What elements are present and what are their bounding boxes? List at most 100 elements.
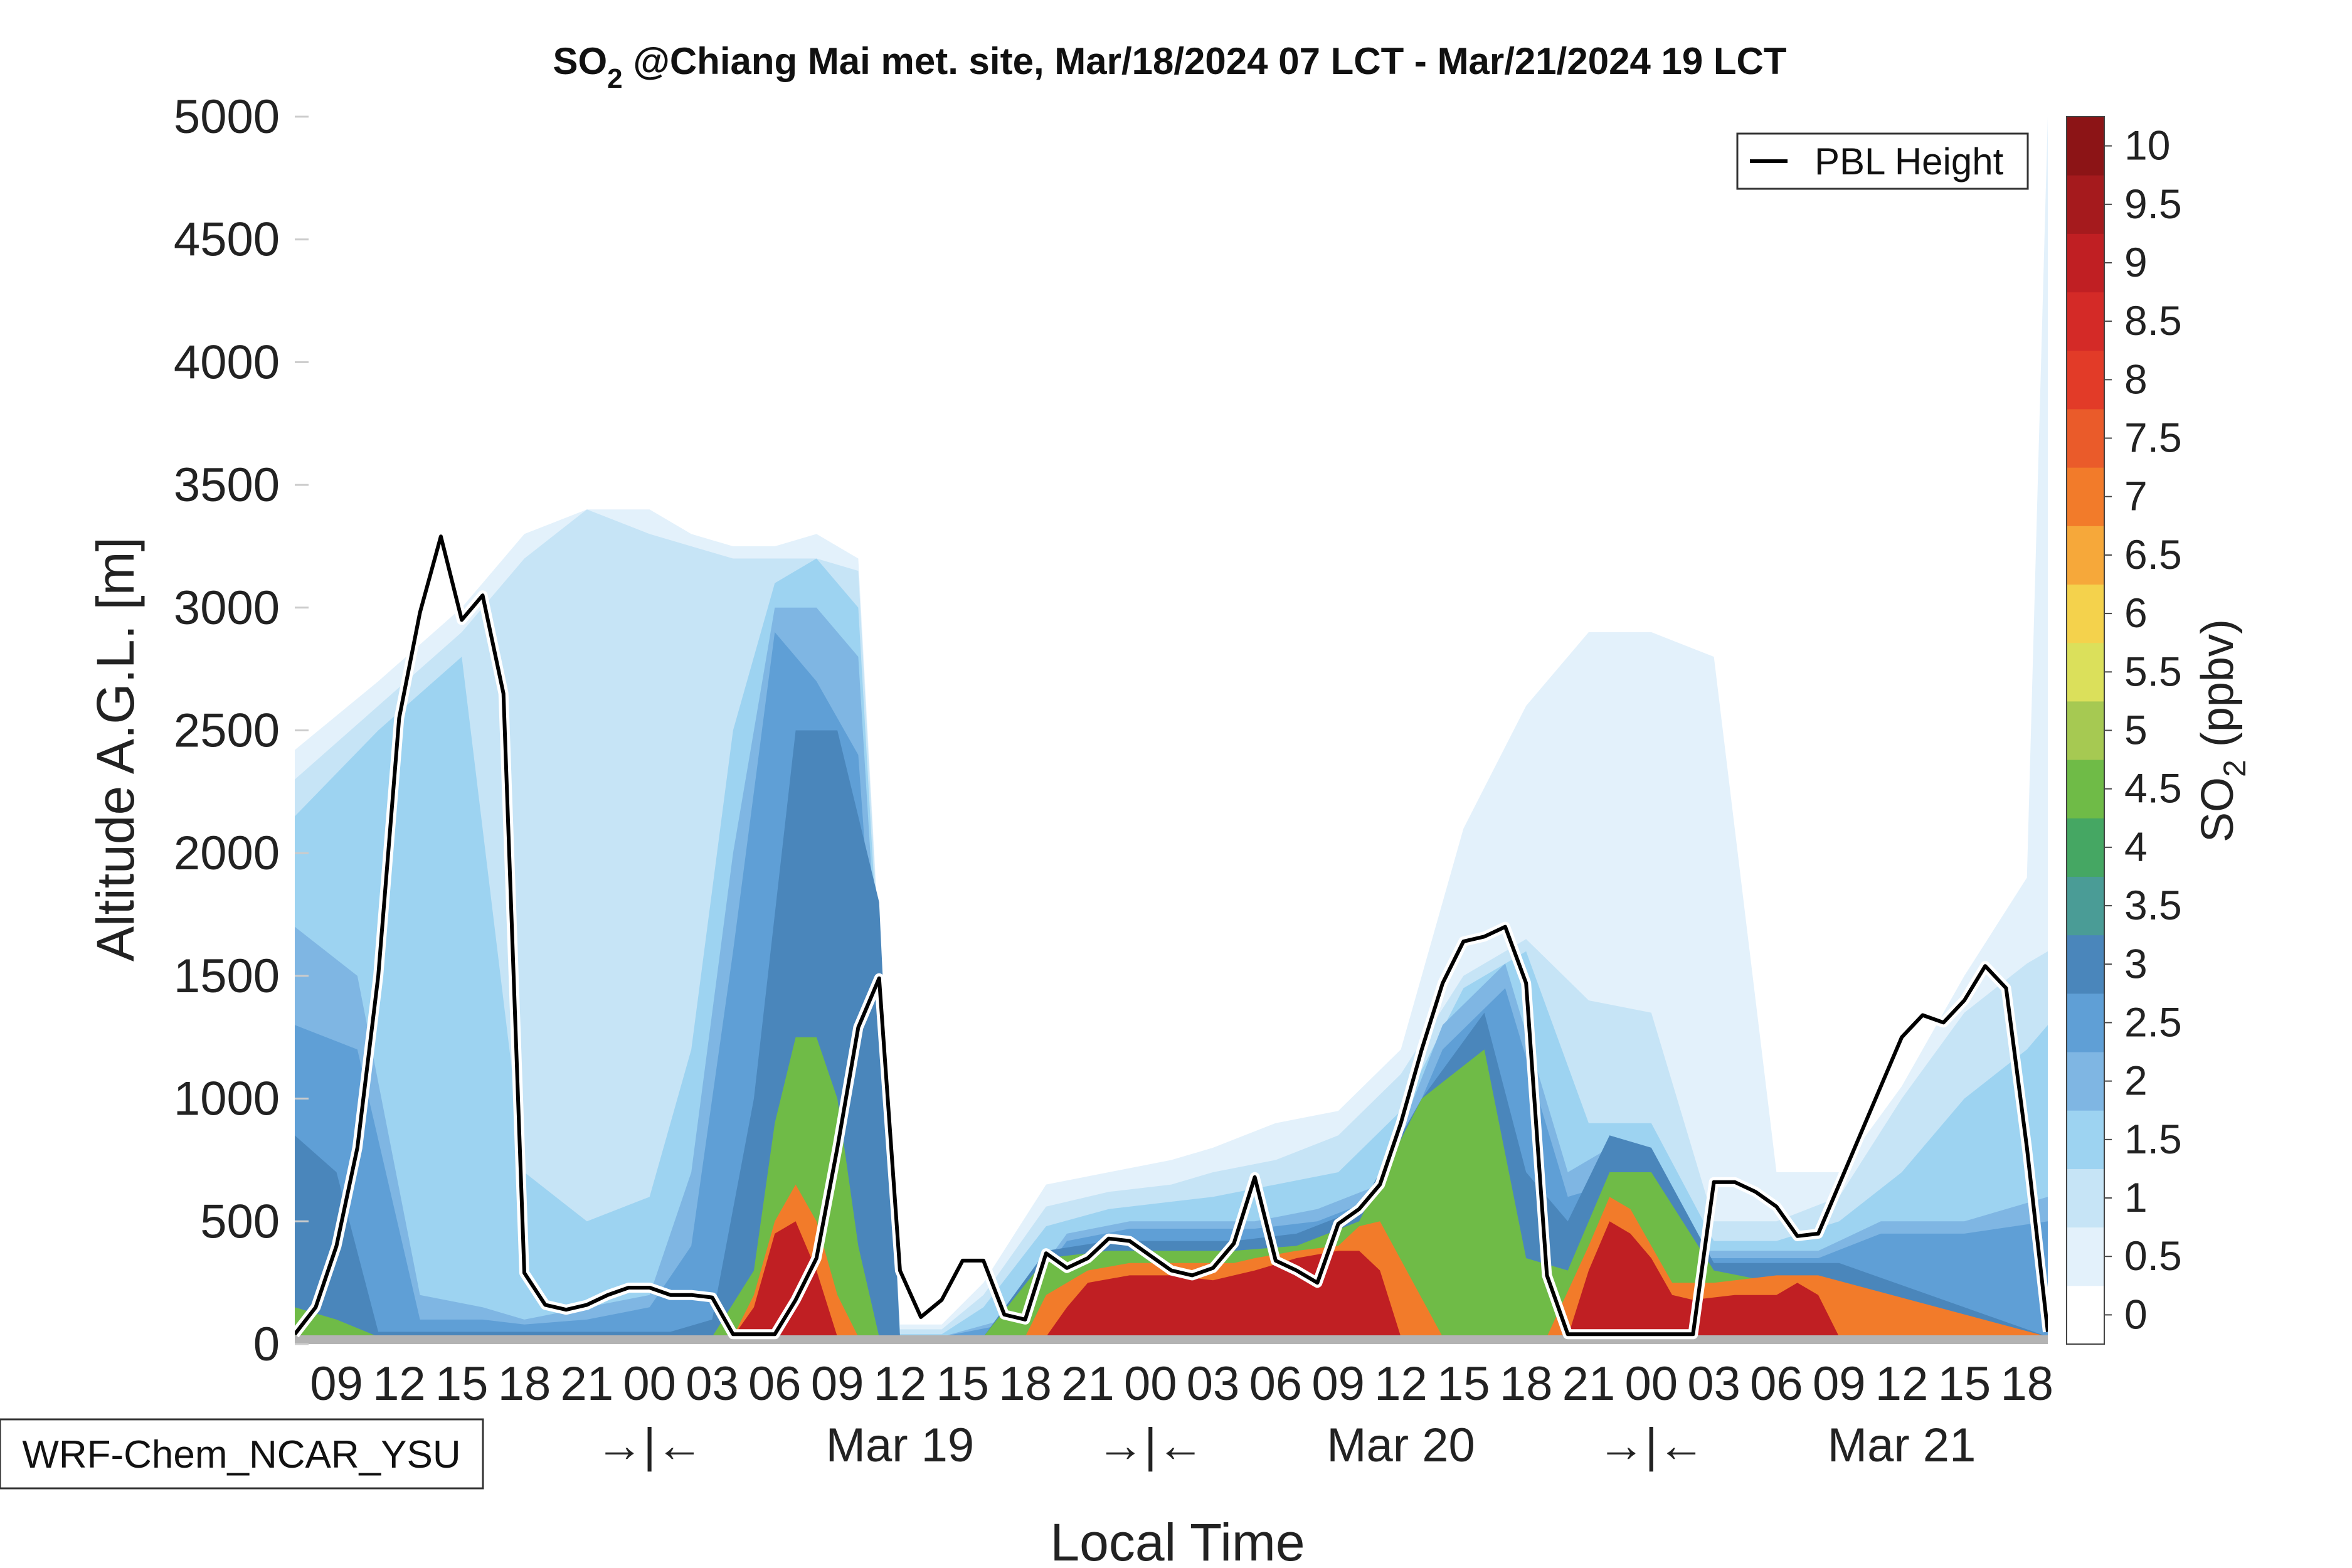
colorbar-swatch xyxy=(2067,876,2104,936)
model-label-box: WRF-Chem_NCAR_YSU xyxy=(0,1418,484,1490)
colorbar-tick-label: 1 xyxy=(2124,1174,2148,1221)
x-tick-label: 09 xyxy=(1311,1357,1365,1411)
x-tick-label: 21 xyxy=(1562,1357,1616,1411)
x-tick-label: 09 xyxy=(1813,1357,1866,1411)
day-label: Mar 19 xyxy=(826,1419,975,1472)
x-tick-label: 06 xyxy=(748,1357,802,1411)
colorbar-swatch xyxy=(2067,233,2104,293)
colorbar-tick-label: 2 xyxy=(2124,1057,2148,1104)
x-tick-label: 00 xyxy=(623,1357,676,1411)
colorbar-tick-label: 0.5 xyxy=(2124,1232,2182,1279)
y-tick-label: 1000 xyxy=(174,1073,280,1126)
colorbar-tick-label: 9.5 xyxy=(2124,181,2182,227)
so2-band-2-5 xyxy=(295,632,2048,1344)
x-tick-label: 15 xyxy=(435,1357,489,1411)
legend: PBL Height xyxy=(1736,132,2029,190)
x-tick-label: 06 xyxy=(1249,1357,1303,1411)
x-tick-label: 09 xyxy=(811,1357,864,1411)
colorbar-swatch xyxy=(2067,993,2104,1052)
x-tick-label: 03 xyxy=(1687,1357,1740,1411)
colorbar-tick-label: 4.5 xyxy=(2124,765,2182,812)
colorbar-swatch xyxy=(2067,117,2104,176)
colorbar-tick-label: 6.5 xyxy=(2124,531,2182,578)
colorbar-swatch xyxy=(2067,1285,2104,1345)
colorbar-swatch xyxy=(2067,350,2104,410)
x-tick-label: 18 xyxy=(498,1357,551,1411)
colorbar: 0 0.5 1 1.5 2 2.5 3 3.5 4 4.5 5 5.5 6 6.5 7 7.5 8 8.5 9 9.5… xyxy=(2066,116,2182,1345)
colorbar-swatch xyxy=(2067,175,2104,234)
colorbar-tick-label: 5 xyxy=(2124,707,2148,753)
day-label: Mar 21 xyxy=(1828,1419,1976,1472)
x-tick-label: 18 xyxy=(2000,1357,2053,1411)
so2-band-9 xyxy=(295,1221,2048,1344)
so2-contour-bands xyxy=(295,117,2048,1344)
colorbar-tick-label: 1.5 xyxy=(2124,1116,2182,1162)
colorbar-tick-label: 3 xyxy=(2124,940,2148,987)
colorbar-tick-label: 7 xyxy=(2124,473,2148,519)
y-tick-label: 3500 xyxy=(174,458,280,512)
x-tick-label: 18 xyxy=(999,1357,1052,1411)
y-tick-label: 5000 xyxy=(174,90,280,144)
y-tick-label: 500 xyxy=(200,1195,280,1248)
colorbar-tick-label: 3.5 xyxy=(2124,882,2182,928)
colorbar-swatch xyxy=(2067,935,2104,994)
colorbar-swatch xyxy=(2067,1110,2104,1169)
colorbar-swatch xyxy=(2067,408,2104,468)
colorbar-swatch xyxy=(2067,1227,2104,1286)
model-label: WRF-Chem_NCAR_YSU xyxy=(22,1433,460,1476)
x-tick-label: 00 xyxy=(1625,1357,1678,1411)
x-axis-label: Local Time xyxy=(1050,1513,1305,1568)
colorbar-tick-label: 8 xyxy=(2124,356,2148,402)
colorbar-swatch xyxy=(2067,642,2104,702)
colorbar-tick-label: 8.5 xyxy=(2124,297,2182,344)
colorbar-swatch xyxy=(2067,526,2104,585)
x-tick-label: 12 xyxy=(874,1357,927,1411)
x-tick-label: 03 xyxy=(1187,1357,1240,1411)
x-tick-label: 12 xyxy=(1374,1357,1428,1411)
y-tick-label: 1500 xyxy=(174,950,280,1003)
y-tick-label: 3000 xyxy=(174,581,280,635)
colorbar-tick-label: 9 xyxy=(2124,239,2148,285)
x-tick-label: 15 xyxy=(936,1357,989,1411)
colorbar-swatch xyxy=(2067,467,2104,526)
x-tick-label: 18 xyxy=(1500,1357,1553,1411)
x-tick-label: 21 xyxy=(561,1357,614,1411)
colorbar-swatch xyxy=(2067,701,2104,760)
colorbar-swatch xyxy=(2067,1052,2104,1111)
y-tick-label: 4000 xyxy=(174,336,280,389)
x-tick-label: 15 xyxy=(1938,1357,1991,1411)
midnight-marker: →|← xyxy=(1597,1419,1705,1472)
x-tick-label: 12 xyxy=(1875,1357,1929,1411)
x-tick-label: 09 xyxy=(310,1357,363,1411)
x-tick-label: 06 xyxy=(1750,1357,1803,1411)
colorbar-swatch xyxy=(2067,760,2104,818)
colorbar-tick-label: 4 xyxy=(2124,824,2148,870)
midnight-marker: →|← xyxy=(596,1419,704,1472)
pbl-height-line xyxy=(295,534,2048,1337)
chart-title: SO2 @Chiang Mai met. site, Mar/18/2024 0… xyxy=(553,40,1786,94)
colorbar-tick-label: 10 xyxy=(2124,122,2170,169)
x-tick-label: 12 xyxy=(373,1357,426,1411)
colorbar-swatch xyxy=(2067,818,2104,877)
day-label: Mar 20 xyxy=(1327,1419,1475,1472)
y-tick-label: 2500 xyxy=(174,704,280,758)
y-axis-label: Altitude A.G.L. [m] xyxy=(86,537,145,961)
x-tick-label: 15 xyxy=(1437,1357,1490,1411)
y-tick-label: 4500 xyxy=(174,213,280,267)
x-tick-label: 21 xyxy=(1061,1357,1115,1411)
colorbar-swatch xyxy=(2067,584,2104,644)
colorbar-label: SO2 (ppbv) xyxy=(2193,619,2252,842)
x-tick-label: 00 xyxy=(1124,1357,1177,1411)
colorbar-tick-label: 6 xyxy=(2124,590,2148,636)
colorbar-swatch xyxy=(2067,1168,2104,1228)
colorbar-tick-label: 2.5 xyxy=(2124,999,2182,1045)
colorbar-tick-label: 5.5 xyxy=(2124,648,2182,694)
y-tick-label: 0 xyxy=(253,1318,280,1371)
legend-label-pbl: PBL Height xyxy=(1814,140,2004,183)
ground-strip xyxy=(295,1335,2048,1344)
y-tick-label: 2000 xyxy=(174,827,280,880)
midnight-marker: →|← xyxy=(1096,1419,1204,1472)
colorbar-tick-label: 7.5 xyxy=(2124,415,2182,461)
